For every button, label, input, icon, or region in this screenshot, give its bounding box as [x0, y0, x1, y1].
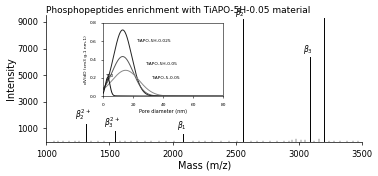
Y-axis label: Intensity: Intensity [6, 57, 15, 100]
Text: Phosphopeptides enrichment with TiAPO-5H-0.05 material: Phosphopeptides enrichment with TiAPO-5H… [46, 6, 311, 15]
Text: $\beta_1$: $\beta_1$ [177, 119, 186, 132]
Text: $\beta_3$: $\beta_3$ [303, 43, 313, 56]
Text: $\beta_3^{2+}$: $\beta_3^{2+}$ [104, 115, 120, 130]
Text: $\beta_2$: $\beta_2$ [235, 6, 244, 19]
Text: $\beta_2^{2+}$: $\beta_2^{2+}$ [75, 108, 91, 122]
X-axis label: Mass (m/z): Mass (m/z) [178, 161, 231, 170]
